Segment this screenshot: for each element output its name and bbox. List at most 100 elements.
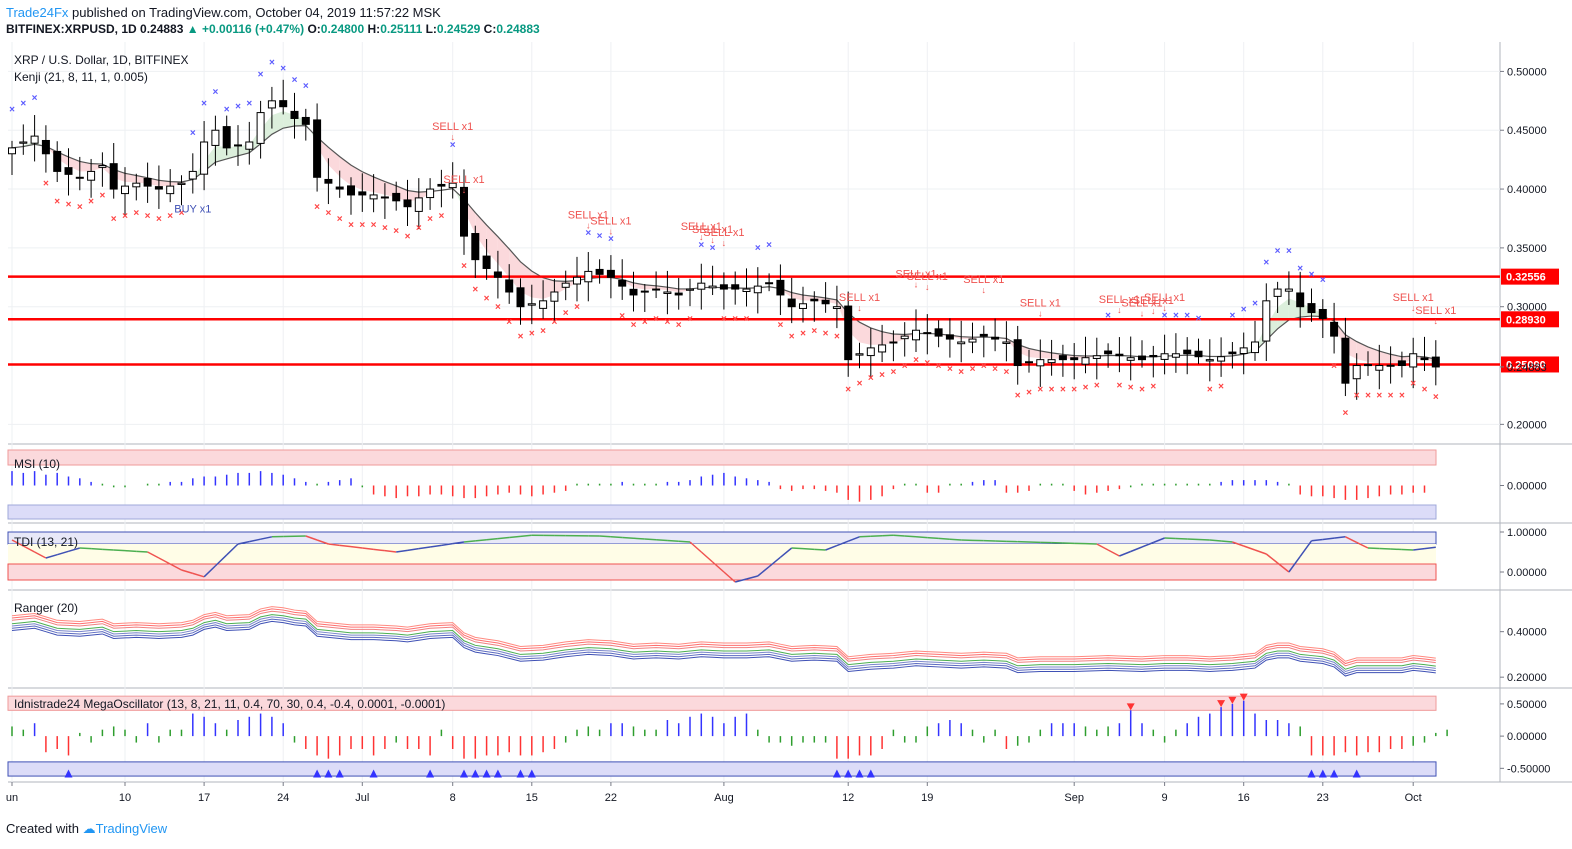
tdi-line-segment xyxy=(915,536,928,539)
mega-buy-triangle-icon xyxy=(471,769,480,778)
cross-marker-down: × xyxy=(1015,390,1021,401)
sell-arrow-icon: ↓ xyxy=(462,185,467,195)
cross-marker-down: × xyxy=(913,355,919,366)
cross-marker-up: × xyxy=(585,228,591,239)
cross-marker-down: × xyxy=(1037,385,1043,396)
bearish-candle xyxy=(945,334,954,340)
bullish-candle xyxy=(1217,356,1226,362)
cross-marker-down: × xyxy=(540,326,546,337)
tradingview-brand[interactable]: TradingView xyxy=(95,821,168,836)
sell-signal-label: SELL x1 xyxy=(963,274,1004,286)
sell-arrow-icon: ↓ xyxy=(1117,305,1122,315)
bullish-candle xyxy=(1081,357,1090,365)
tdi-line-segment xyxy=(1221,540,1233,543)
tdi-line-segment xyxy=(644,538,657,541)
tdi-line-segment xyxy=(768,556,781,568)
ranger-y-tick: 0.20000 xyxy=(1507,672,1547,684)
sell-arrow-icon: ↓ xyxy=(699,232,704,242)
tdi-line-segment xyxy=(124,549,137,553)
cross-marker-down: × xyxy=(642,317,648,328)
mega-buy-triangle-icon xyxy=(426,769,435,778)
bearish-candle xyxy=(493,271,502,278)
megaosc-pane-title: Idnistrade24 MegaOscillator (13, 8, 21, … xyxy=(14,697,445,711)
bullish-candle xyxy=(561,282,570,288)
cross-marker-up: × xyxy=(32,93,38,104)
sell-signal-label: SELL x1 xyxy=(681,221,722,233)
cross-marker-up: × xyxy=(1297,263,1303,274)
msi-oversold-zone xyxy=(7,504,1437,520)
cross-marker-down: × xyxy=(438,211,444,222)
cross-marker-up: × xyxy=(1162,310,1168,321)
tdi-line-segment xyxy=(441,542,453,547)
sell-signal-label: SELL x1 xyxy=(1133,295,1174,307)
cross-marker-down: × xyxy=(551,317,557,328)
cross-marker-down: × xyxy=(1410,379,1416,390)
cross-marker-down: × xyxy=(461,261,467,272)
ranger-band-line xyxy=(11,620,1436,677)
bullish-candle xyxy=(19,141,28,144)
cross-marker-down: × xyxy=(890,367,896,378)
cross-marker-down: × xyxy=(732,314,738,325)
x-tick-label: 10 xyxy=(119,792,131,804)
cross-marker-down: × xyxy=(631,320,637,331)
ohlc-header: BITFINEX:XRPUSD, 1D 0.24883 ▲ +0.00116 (… xyxy=(6,22,540,36)
bear-cloud-segment xyxy=(531,271,544,300)
sell-signal-label: SELL x1 xyxy=(839,292,880,304)
cross-marker-down: × xyxy=(359,220,365,231)
tdi-line-segment xyxy=(158,557,171,565)
cross-marker-up: × xyxy=(280,63,286,74)
bullish-candle xyxy=(234,144,242,147)
mega-buy-triangle-icon xyxy=(866,769,875,778)
tdi-line-segment xyxy=(656,539,668,542)
bearish-candle xyxy=(516,287,525,308)
cross-marker-down: × xyxy=(405,232,411,243)
close-value: 0.24883 xyxy=(496,22,540,36)
cross-marker-down: × xyxy=(879,370,885,381)
tdi-line-segment xyxy=(214,554,228,567)
sell-arrow-icon: ↓ xyxy=(1140,309,1145,319)
bearish-candle xyxy=(821,299,830,305)
cross-marker-down: × xyxy=(744,314,750,325)
cross-marker-down: × xyxy=(924,358,930,369)
bear-cloud-segment xyxy=(158,180,171,187)
mega-buy-triangle-icon xyxy=(844,769,853,778)
bullish-candle xyxy=(878,344,887,353)
tdi-line-segment xyxy=(192,572,205,578)
cross-marker-down: × xyxy=(1049,385,1055,396)
cross-marker-down: × xyxy=(1354,390,1360,401)
publisher-name[interactable]: Trade24Fx xyxy=(6,5,69,20)
cross-marker-down: × xyxy=(789,332,795,343)
tdi-line-segment xyxy=(509,535,521,539)
tdi-line-segment xyxy=(779,547,793,558)
tdi-line-segment xyxy=(316,539,329,545)
cross-marker-up: × xyxy=(1286,246,1292,257)
open-label: O: xyxy=(307,22,321,36)
cross-marker-down: × xyxy=(179,208,185,219)
tdi-line-segment xyxy=(1401,548,1414,551)
sell-arrow-icon: ↓ xyxy=(722,238,727,248)
mega-buy-triangle-icon xyxy=(493,769,502,778)
kenji-indicator-label: Kenji (21, 8, 11, 1, 0.005) xyxy=(14,70,148,84)
bullish-candle xyxy=(1092,355,1101,359)
sell-signal-label: SELL x1 xyxy=(568,209,609,221)
sell-signal-label: SELL x1 xyxy=(703,227,744,239)
bullish-candle xyxy=(550,291,559,302)
sell-arrow-icon: ↓ xyxy=(925,282,930,292)
cross-marker-down: × xyxy=(1150,382,1156,393)
bullish-candle xyxy=(866,347,875,357)
change-value: +0.00116 (+0.47%) xyxy=(202,22,305,36)
cross-marker-down: × xyxy=(1331,361,1337,372)
cross-marker-down: × xyxy=(348,220,354,231)
bullish-candle xyxy=(686,288,694,291)
price-level-badge xyxy=(1501,356,1559,373)
mega-buy-triangle-icon xyxy=(1318,769,1327,778)
mega-sell-triangle-icon xyxy=(1217,700,1226,708)
cross-marker-up: × xyxy=(755,243,761,254)
cross-marker-down: × xyxy=(54,196,60,207)
bullish-candle xyxy=(1284,288,1293,292)
bearish-candle xyxy=(1296,292,1305,308)
sell-signal-label: SELL x1 xyxy=(895,268,936,280)
tdi-line-segment xyxy=(226,543,239,556)
bullish-candle xyxy=(957,341,966,345)
